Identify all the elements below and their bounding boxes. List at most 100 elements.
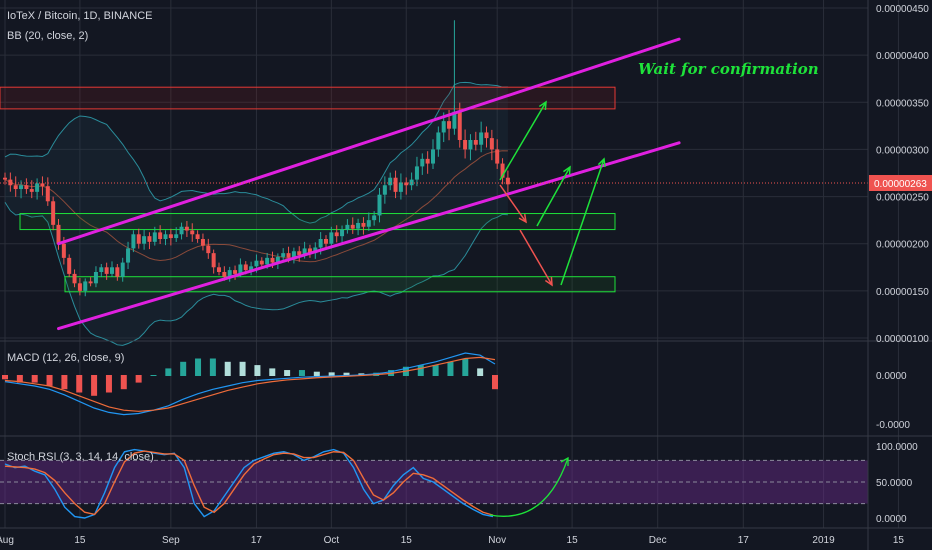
candle-body xyxy=(275,256,280,263)
x-tick-label: 2019 xyxy=(812,535,835,546)
bb-basis xyxy=(4,150,508,263)
zones[interactable] xyxy=(0,86,616,293)
grid xyxy=(0,0,899,528)
x-tick-label: 17 xyxy=(251,535,263,546)
candle-body xyxy=(425,158,430,164)
macd-histogram-bar xyxy=(298,370,305,376)
candle-body xyxy=(110,267,114,274)
last-price-label: 0.00000263 xyxy=(874,179,927,190)
macd-histogram-bar xyxy=(195,358,202,376)
candle-body xyxy=(233,270,238,274)
arrow-up-breakout xyxy=(499,100,547,181)
chart-title: IoTeX / Bitcoin, 1D, BINANCE xyxy=(7,10,153,22)
candle-body xyxy=(388,177,393,186)
arrow-down-lower xyxy=(519,229,553,287)
candle-body xyxy=(409,179,414,186)
macd-tick-label: 0.0000 xyxy=(876,371,907,382)
macd-histogram-bar xyxy=(91,375,98,396)
macd-panel: 0.0000 -0.0000 xyxy=(2,352,910,431)
candle-body xyxy=(238,264,243,274)
macd-histogram-bar xyxy=(150,375,157,376)
candle-body xyxy=(420,158,425,167)
candle-body xyxy=(372,215,377,221)
time-axis[interactable]: Aug 15 Sep 17 Oct 15 Nov 15 Dec 17 2019 15 xyxy=(0,535,904,546)
stoch-panel: 100.0000 50.0000 0.0000 xyxy=(4,442,918,525)
candle-body xyxy=(436,132,441,150)
candle-body xyxy=(302,248,307,256)
projection-arrows[interactable] xyxy=(499,100,606,287)
support-zone-upper xyxy=(19,213,616,231)
candle-body xyxy=(414,166,419,180)
candle-body xyxy=(163,234,168,239)
candle-body xyxy=(404,182,409,186)
candle-body xyxy=(393,177,398,192)
candle-body xyxy=(29,189,34,192)
macd-tick-label: -0.0000 xyxy=(876,420,910,431)
candle-body xyxy=(398,182,403,192)
candle-body xyxy=(318,239,323,248)
macd-label: MACD (12, 26, close, 9) xyxy=(7,352,125,364)
candle-body xyxy=(249,266,254,271)
candle-body xyxy=(495,149,500,164)
x-tick-label: Oct xyxy=(324,535,340,546)
macd-histogram-bar xyxy=(254,365,261,376)
price-channel[interactable] xyxy=(57,37,681,331)
candle-body xyxy=(200,239,205,246)
annotation-text: Wait for confirmation xyxy=(638,60,819,78)
macd-histogram-bar xyxy=(492,375,498,390)
candle-body xyxy=(340,229,345,237)
candle-body xyxy=(174,234,179,239)
bb-lower xyxy=(4,201,508,346)
macd-histogram-bar xyxy=(343,372,350,376)
candle-body xyxy=(211,253,216,268)
macd-histogram-bar xyxy=(284,370,291,376)
candle-body xyxy=(72,273,77,284)
candle-body xyxy=(227,270,232,277)
candle-body xyxy=(307,248,312,254)
macd-histogram-bar xyxy=(209,358,216,376)
x-tick-label: 15 xyxy=(74,535,86,546)
candle-body xyxy=(13,185,18,190)
stoch-tick-label: 50.0000 xyxy=(876,478,913,489)
macd-histogram-bar xyxy=(61,375,68,390)
candle-body xyxy=(361,222,366,227)
x-tick-label: Aug xyxy=(0,535,14,546)
candle-body xyxy=(120,262,125,277)
macd-histogram-bar xyxy=(180,361,187,376)
last-price-tag xyxy=(869,175,932,191)
candle-body xyxy=(291,251,296,258)
stoch-projection-arrowhead xyxy=(560,456,569,466)
candle-body xyxy=(447,121,452,129)
price-axis[interactable]: 0.00000450 0.00000400 0.00000350 0.00000300… xyxy=(876,4,929,345)
price-tick-label: 0.00000300 xyxy=(876,145,929,156)
macd-histogram-bar xyxy=(31,375,38,383)
candle-body xyxy=(3,177,7,180)
candle-body xyxy=(334,232,339,237)
bb-upper xyxy=(4,81,508,224)
candle-body xyxy=(142,236,147,244)
channel-upper-line xyxy=(57,37,681,246)
macd-histogram-bar xyxy=(76,375,83,393)
stoch-k-line xyxy=(4,448,494,519)
candle-body xyxy=(243,264,248,271)
macd-histogram-bar xyxy=(447,361,454,376)
price-tick-label: 0.00000350 xyxy=(876,98,929,109)
candle-body xyxy=(93,272,98,284)
candle-body xyxy=(484,132,489,139)
candle-body xyxy=(259,260,264,265)
candle-body xyxy=(270,257,275,263)
macd-histogram-bar xyxy=(165,368,172,376)
candle-body xyxy=(168,234,173,239)
x-tick-label: 15 xyxy=(401,535,413,546)
support-zone-lower xyxy=(64,276,616,293)
candle-body xyxy=(468,140,473,150)
candle-body xyxy=(329,232,334,244)
candle-body xyxy=(131,234,136,249)
candle-body xyxy=(463,140,468,150)
candle-body xyxy=(51,201,56,225)
candle-body xyxy=(19,185,24,190)
macd-line xyxy=(4,352,496,416)
macd-histogram-bar xyxy=(269,368,276,376)
candle-body xyxy=(345,224,350,230)
